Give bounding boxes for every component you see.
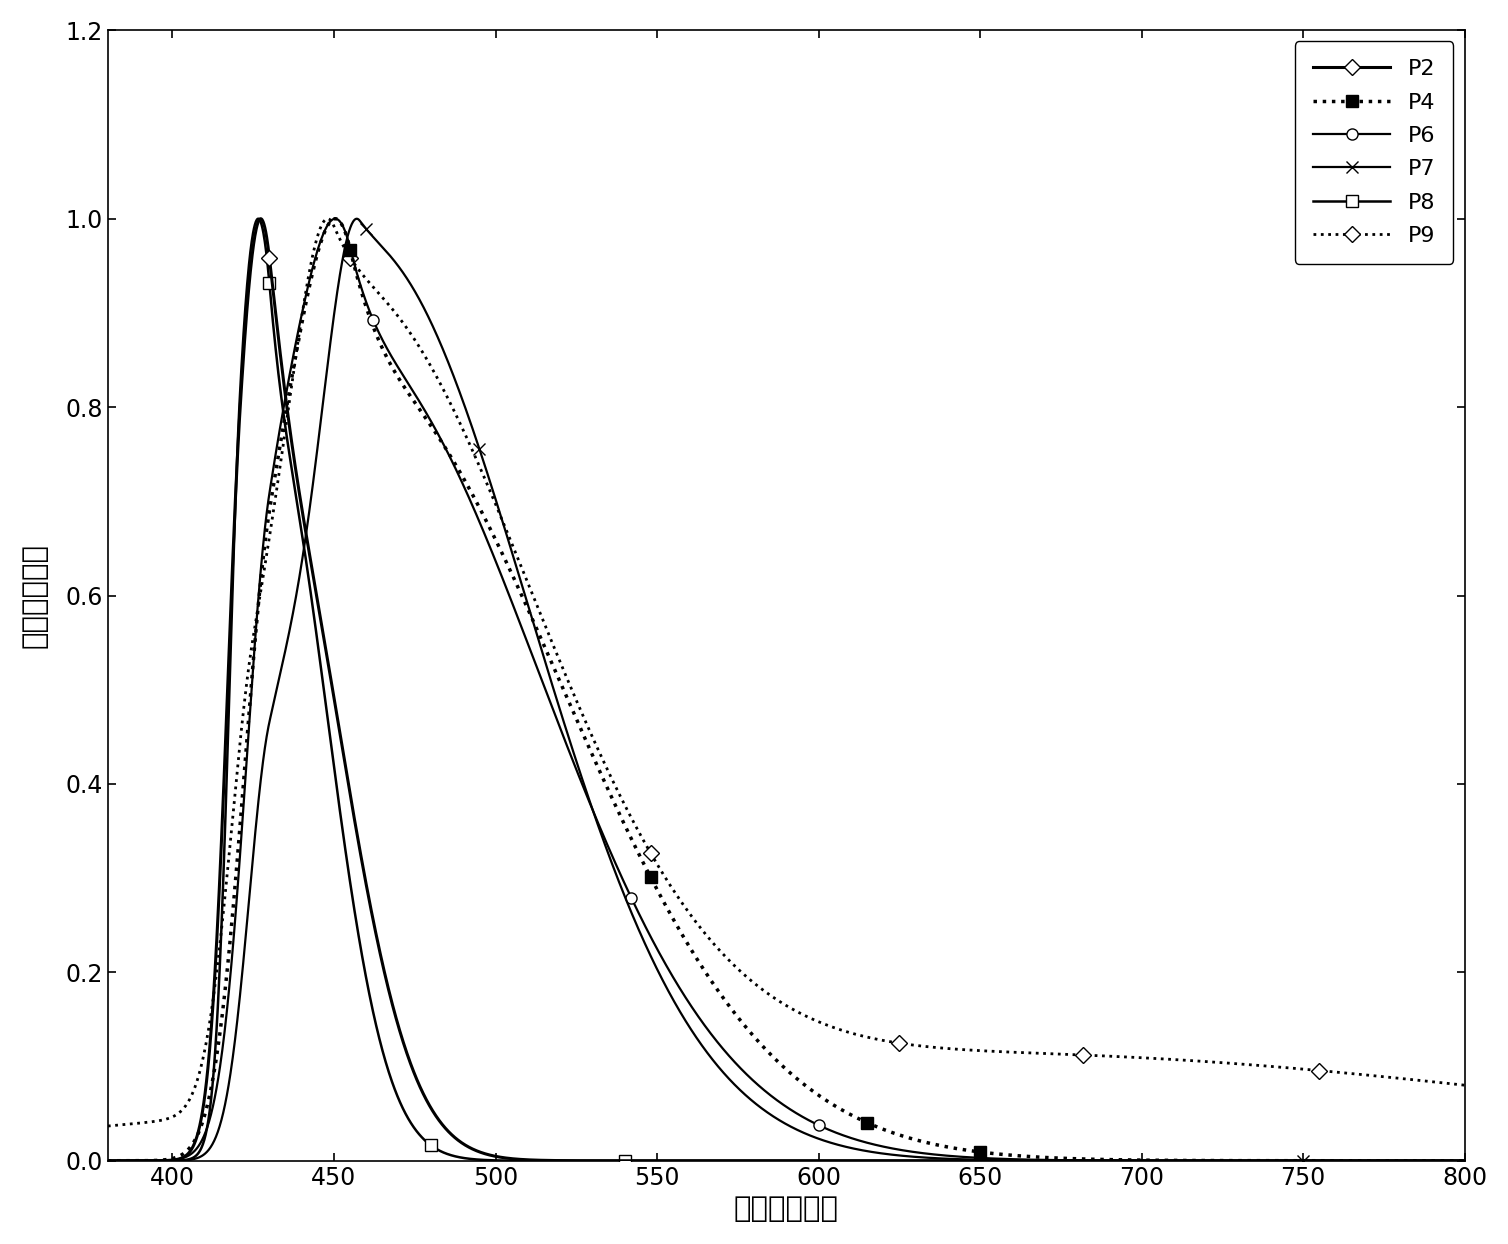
P6	[100, 1153, 118, 1168]
P4	[620, 826, 638, 841]
P2	[679, 1153, 697, 1168]
Line: P9: P9	[103, 213, 1470, 1132]
P8	[253, 224, 271, 239]
P6	[1455, 1153, 1473, 1168]
P9	[1455, 1077, 1473, 1092]
P2	[252, 211, 270, 226]
P4	[1430, 1153, 1448, 1168]
P6	[253, 544, 271, 559]
Line: P6: P6	[103, 213, 1470, 1167]
P9	[1283, 1061, 1301, 1076]
P9	[335, 239, 353, 254]
P4	[100, 1153, 118, 1168]
Legend: P2, P4, P6, P7, P8, P9: P2, P4, P6, P7, P8, P9	[1295, 41, 1454, 264]
P6	[1430, 1153, 1448, 1168]
P6	[335, 220, 353, 235]
P7	[679, 1016, 697, 1031]
P4	[1283, 1153, 1301, 1168]
P7	[620, 898, 638, 913]
P4	[1455, 1153, 1473, 1168]
P8	[100, 1153, 118, 1168]
P8	[1430, 1153, 1448, 1168]
Line: P7: P7	[101, 213, 1470, 1167]
P6	[679, 993, 697, 1008]
P2	[253, 214, 271, 229]
P9	[253, 572, 271, 587]
Line: P8: P8	[103, 213, 1470, 1167]
P7	[1283, 1153, 1301, 1168]
P7	[253, 758, 271, 773]
P2	[620, 1153, 638, 1168]
Line: P4: P4	[101, 213, 1470, 1167]
P4	[253, 556, 271, 571]
P4	[326, 211, 344, 226]
P4	[679, 935, 697, 950]
P2	[1283, 1153, 1301, 1168]
P7	[1455, 1153, 1473, 1168]
P9	[1430, 1075, 1448, 1090]
Line: P2: P2	[103, 213, 1470, 1167]
P8	[1283, 1153, 1301, 1168]
P9	[679, 903, 697, 918]
P6	[326, 211, 344, 226]
P4	[335, 220, 353, 235]
P2	[335, 748, 353, 763]
P2	[100, 1153, 118, 1168]
P2	[1455, 1153, 1473, 1168]
Y-axis label: 电致发光强度: 电致发光强度	[21, 544, 48, 648]
P7	[348, 211, 366, 226]
P9	[620, 805, 638, 820]
P8	[1455, 1153, 1473, 1168]
P7	[1430, 1153, 1448, 1168]
X-axis label: 波长（纳米）: 波长（纳米）	[734, 1195, 838, 1223]
P8	[679, 1153, 697, 1168]
P8	[335, 830, 353, 845]
P8	[620, 1153, 638, 1168]
P9	[318, 211, 336, 226]
P7	[100, 1153, 118, 1168]
P6	[1283, 1153, 1301, 1168]
P6	[620, 884, 638, 899]
P7	[335, 249, 353, 264]
P8	[249, 211, 267, 226]
P2	[1430, 1153, 1448, 1168]
P9	[100, 1118, 118, 1133]
